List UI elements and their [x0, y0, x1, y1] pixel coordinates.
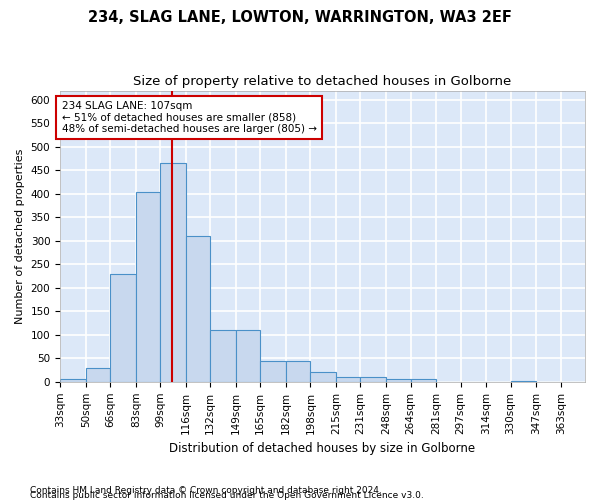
Bar	[60, 380, 86, 382]
Text: 234 SLAG LANE: 107sqm
← 51% of detached houses are smaller (858)
48% of semi-det: 234 SLAG LANE: 107sqm ← 51% of detached …	[62, 101, 317, 134]
Y-axis label: Number of detached properties: Number of detached properties	[15, 148, 25, 324]
Bar	[160, 164, 186, 382]
Bar	[136, 192, 160, 382]
Text: Contains HM Land Registry data © Crown copyright and database right 2024.: Contains HM Land Registry data © Crown c…	[30, 486, 382, 495]
Bar	[410, 380, 436, 382]
Bar	[86, 368, 110, 382]
Bar	[336, 377, 361, 382]
Bar	[210, 330, 236, 382]
Bar	[260, 360, 286, 382]
Bar	[361, 377, 386, 382]
Bar	[110, 274, 136, 382]
Bar	[286, 360, 310, 382]
Bar	[186, 236, 210, 382]
Bar	[310, 372, 336, 382]
X-axis label: Distribution of detached houses by size in Golborne: Distribution of detached houses by size …	[169, 442, 476, 455]
Bar	[386, 380, 410, 382]
Bar	[236, 330, 260, 382]
Text: 234, SLAG LANE, LOWTON, WARRINGTON, WA3 2EF: 234, SLAG LANE, LOWTON, WARRINGTON, WA3 …	[88, 10, 512, 25]
Text: Contains public sector information licensed under the Open Government Licence v3: Contains public sector information licen…	[30, 490, 424, 500]
Title: Size of property relative to detached houses in Golborne: Size of property relative to detached ho…	[133, 75, 512, 88]
